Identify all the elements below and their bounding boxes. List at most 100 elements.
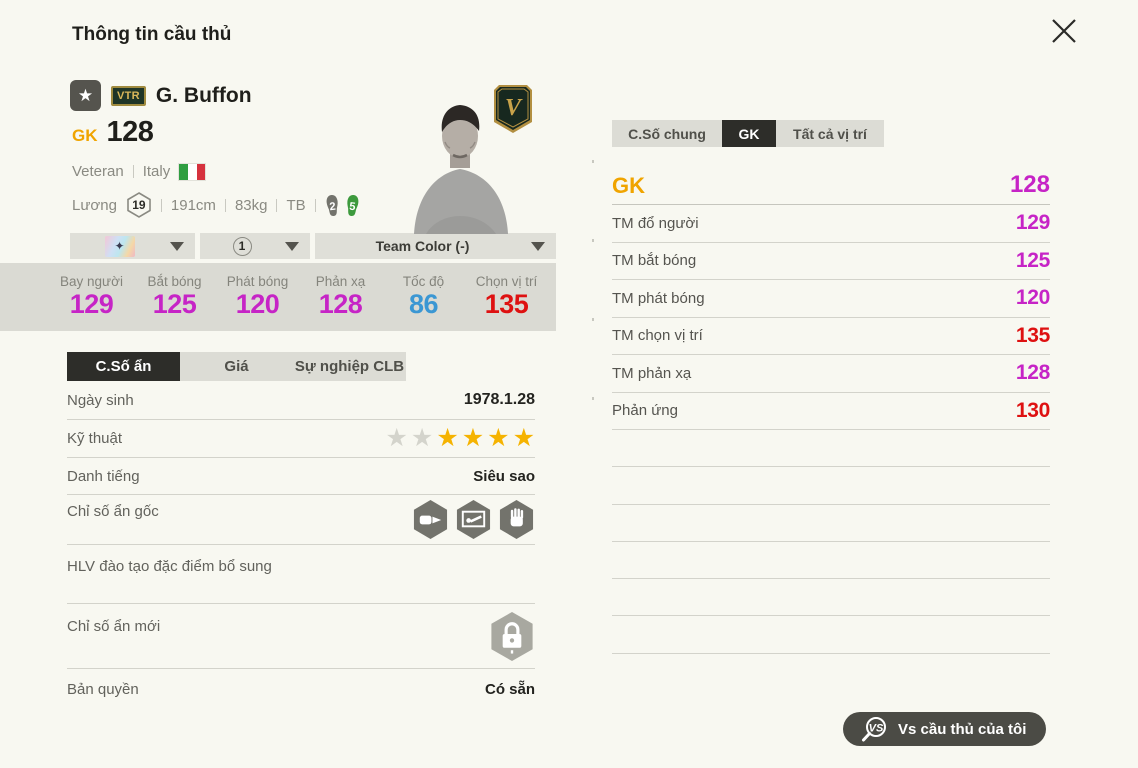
player-overall: 128 [106,116,154,148]
stat-label: Phản xạ [315,274,366,289]
player-nation: Italy [142,163,171,180]
player-height: 191cm [170,196,216,214]
tab-gk[interactable]: GK [722,120,776,147]
stat-value: 120 [1015,286,1050,310]
punch-save-icon [413,500,448,539]
stat-label: TM bắt bóng [612,252,697,270]
star-icon: ★ [385,424,408,452]
hexagon-icon [127,192,151,218]
team-color-dropdown[interactable]: Team Color (-) [315,233,556,259]
favorite-star-badge[interactable]: ★ [70,80,101,111]
star-icon: ★ [487,424,510,452]
stat-value: 135 [484,289,529,319]
stat-item: Phát bóng 120 [216,274,299,320]
foot-label: TB [286,196,306,214]
tab-all-positions[interactable]: Tất cả vị trí [776,120,884,147]
svg-text:V: V [505,95,523,121]
stat-item: Phản xạ 128 [299,274,382,320]
hidden-original-label: Chỉ số ẩn gốc [67,503,159,520]
compare-with-my-player-button[interactable]: VS Vs cầu thủ của tôi [843,712,1046,746]
stat-label: TM đổ người [612,214,699,232]
player-header: ★ VTR G. Buffon [70,80,252,111]
stat-item: Chọn vị trí 135 [465,274,548,320]
close-button[interactable] [1042,10,1086,54]
fame-value: Siêu sao [473,467,535,485]
stat-item: Tốc độ 86 [382,274,465,320]
stat-row: TM phản xạ 128 [612,355,1050,393]
stat-label: TM phản xạ [612,364,692,382]
stat-label: Phát bóng [226,274,289,289]
skill-label: Kỹ thuật [67,430,123,447]
stat-row: TM phát bóng 120 [612,280,1050,318]
coach-training-label: HLV đào tạo đặc điểm bổ sung [67,558,272,575]
birth-date-row: Ngày sinh 1978.1.28 [67,381,535,420]
stat-value: 130 [1015,398,1050,422]
salary-badge: 19 [126,192,152,218]
salary-label: Lương [72,196,117,214]
stat-row: Phản ứng 130 [612,393,1050,430]
position-header-label: GK [612,173,645,198]
card-type-dropdown[interactable]: ✦ [70,233,195,259]
player-photo [414,105,508,234]
divider [224,198,226,212]
star-icon: ★ [461,424,485,452]
player-name: G. Buffon [155,83,252,107]
position-overall: GK 128 [72,116,154,149]
divider [276,198,278,212]
detail-list: Ngày sinh 1978.1.28 Kỹ thuật ★ ★ ★ ★ ★ ★ Danh… [67,381,535,710]
coach-training-row: HLV đào tạo đặc điểm bổ sung [67,545,535,604]
detail-tabs: C.Số ẩn Giá Sự nghiệp CLB [67,352,406,381]
chevron-down-icon [285,241,299,251]
hidden-original-row: Chỉ số ẩn gốc [67,495,535,545]
close-icon [1052,18,1076,43]
stat-row: TM chọn vị trí 135 [612,318,1050,355]
star-icon: ★ [436,424,459,452]
empty-stat-row [612,579,1050,617]
star-icon: ★ [410,424,434,452]
weak-foot-value: 2 [328,199,336,213]
license-value: Có sẵn [484,681,535,698]
stat-label: Bắt bóng [147,274,202,289]
player-tier: Veteran [72,163,124,180]
tab-general-stats[interactable]: C.Số chung [612,120,722,147]
license-row: Bản quyền Có sẵn [67,669,535,710]
stat-value: 125 [152,289,197,319]
weak-foot-boot-icon: 2 [323,193,340,217]
player-position: GK [72,126,98,145]
position-header-row: GK 128 [612,161,1050,205]
position-header-value: 128 [1009,171,1050,198]
fame-label: Danh tiếng [67,467,140,485]
tab-price[interactable]: Giá [180,352,293,381]
position-stat-list: TM đổ người 129 TM bắt bóng 125 TM phát … [612,205,1050,654]
italy-flag-icon [178,162,207,181]
strong-foot-boot-icon: 5 [343,193,360,217]
stat-value: 135 [1015,323,1050,347]
chevron-down-icon [170,241,184,251]
stat-value: 120 [235,289,280,319]
stat-label: Tốc độ [402,274,445,289]
chevron-down-icon [531,241,545,251]
stat-row: TM đổ người 129 [612,205,1050,243]
stat-value: 86 [408,289,439,319]
player-weight: 83kg [234,196,268,214]
empty-stat-row [612,542,1050,580]
svg-text:VS: VS [869,722,884,734]
fame-row: Danh tiếng Siêu sao [67,458,535,495]
empty-stat-row [612,467,1050,505]
stat-label: Bay người [60,274,123,289]
stat-label: TM chọn vị trí [612,327,703,345]
upgrade-level-dropdown[interactable]: 1 [200,233,310,259]
level-badge: 1 [232,236,252,256]
hidden-new-row: Chỉ số ẩn mới [67,604,535,669]
empty-stat-row [612,616,1050,654]
tab-hidden-stats[interactable]: C.Số ẩn [67,352,180,381]
tab-club-career[interactable]: Sự nghiệp CLB [293,352,406,381]
divider [132,165,134,178]
star-icon: ★ [77,85,94,105]
divider [160,198,162,212]
player-meta-row-2: Lương 19 191cm 83kg TB 2 5 [72,192,360,218]
card-thumbnail-icon: ✦ [104,235,135,257]
stat-value: 129 [69,289,114,319]
salary-value: 19 [132,198,146,212]
diving-save-icon [456,500,491,539]
